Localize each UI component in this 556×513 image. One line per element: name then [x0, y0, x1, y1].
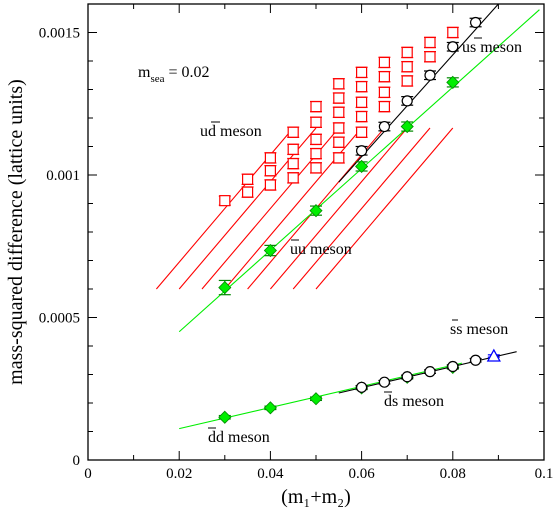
point-dd-1 — [263, 401, 277, 415]
fit-line-ud-5 — [269, 127, 408, 290]
point-ud-2 — [241, 173, 254, 186]
svg-text:msea = 0.02: msea = 0.02 — [138, 64, 210, 85]
point-us-1 — [378, 120, 391, 133]
x-tick-label: 0.08 — [440, 466, 466, 482]
point-ud-9 — [287, 126, 300, 138]
point-uu-3 — [355, 159, 369, 174]
point-ud-26 — [378, 100, 391, 113]
point-ud-12 — [310, 133, 322, 146]
point-ud-17 — [332, 122, 345, 134]
point-dd-0 — [218, 410, 232, 424]
point-ud-15 — [332, 152, 345, 164]
point-ds-5 — [469, 354, 482, 366]
label-dd-meson: dd meson — [208, 429, 270, 446]
point-ud-23 — [355, 96, 368, 109]
fit-line-ud-6 — [292, 127, 431, 290]
point-ud-1 — [241, 186, 254, 198]
point-ud-31 — [401, 60, 414, 73]
point-uu-2 — [309, 204, 323, 218]
point-uu-5 — [446, 75, 460, 89]
point-ud-34 — [424, 36, 436, 49]
point-us-2 — [401, 95, 414, 107]
point-ud-3 — [264, 179, 277, 191]
point-ud-28 — [378, 70, 391, 83]
point-ud-6 — [287, 172, 300, 184]
point-ud-25 — [355, 66, 368, 79]
fit-lines — [155, 3, 540, 430]
point-ud-0 — [218, 195, 231, 207]
y-tick-label: 0.0005 — [39, 311, 80, 327]
point-ud-29 — [378, 56, 391, 69]
point-ud-21 — [355, 126, 368, 138]
point-us-5 — [469, 16, 482, 29]
msea-annotation: msea = 0.02 — [138, 64, 210, 85]
x-tick-label: 0 — [84, 466, 92, 482]
y-tick-label: 0.0015 — [39, 26, 80, 42]
point-us-3 — [424, 69, 436, 81]
point-ud-11 — [310, 147, 322, 160]
point-ud-35 — [446, 26, 459, 39]
point-ud-4 — [264, 164, 277, 177]
point-ud-30 — [401, 75, 414, 87]
point-ss-0 — [486, 348, 501, 362]
point-ds-2 — [401, 371, 414, 383]
label-us-meson: us meson — [462, 39, 522, 56]
point-ud-13 — [310, 116, 322, 129]
point-ud-16 — [332, 136, 345, 148]
point-ud-7 — [287, 157, 300, 170]
y-tick-label: 0.001 — [46, 168, 80, 184]
point-ud-19 — [332, 92, 345, 104]
msea-symbol: m — [138, 64, 151, 81]
label-ud-meson: ud meson — [200, 123, 262, 140]
axis-ticks: 0 0.02 0.04 0.06 0.08 0.1 0 0.0005 0.001 0.0015 — [39, 3, 554, 482]
msea-subscript: sea — [150, 73, 164, 85]
fit-line-ud-0 — [155, 127, 294, 290]
point-uu-1 — [263, 243, 277, 258]
point-ds-4 — [446, 360, 459, 373]
x-axis-label: (m₁+m₂) — [281, 486, 351, 508]
point-ud-10 — [310, 162, 322, 174]
point-uu-0 — [218, 279, 232, 296]
x-tick-label: 0.02 — [166, 466, 192, 482]
y-axis-label: mass-squared difference (lattice units) — [5, 79, 27, 385]
point-ds-1 — [378, 376, 391, 388]
point-ud-32 — [401, 46, 414, 59]
label-ds-meson: ds meson — [384, 393, 444, 410]
data-markers — [218, 16, 501, 424]
point-ud-33 — [424, 50, 436, 63]
point-ud-20 — [332, 78, 345, 90]
label-ss-meson: ss meson — [450, 321, 508, 338]
point-ud-8 — [287, 143, 300, 156]
point-dd-2 — [309, 392, 323, 406]
label-uu-meson: uu meson — [290, 241, 352, 258]
point-ds-3 — [424, 366, 436, 378]
x-tick-label: 0.04 — [257, 466, 284, 482]
point-uu-4 — [400, 119, 414, 134]
fit-line-ud-7 — [315, 127, 454, 290]
point-us-0 — [355, 145, 368, 157]
point-ud-18 — [332, 106, 345, 119]
y-tick-label: 0 — [73, 453, 81, 469]
point-us-4 — [446, 41, 459, 53]
x-tick-label: 0.06 — [348, 466, 375, 482]
point-ud-27 — [378, 86, 391, 99]
point-ds-0 — [355, 381, 368, 393]
msea-value: = 0.02 — [165, 64, 210, 81]
point-ud-24 — [355, 80, 368, 93]
point-ud-22 — [355, 110, 368, 123]
point-ud-14 — [310, 100, 322, 113]
x-tick-label: 0.1 — [535, 466, 554, 482]
point-ud-5 — [264, 152, 277, 164]
